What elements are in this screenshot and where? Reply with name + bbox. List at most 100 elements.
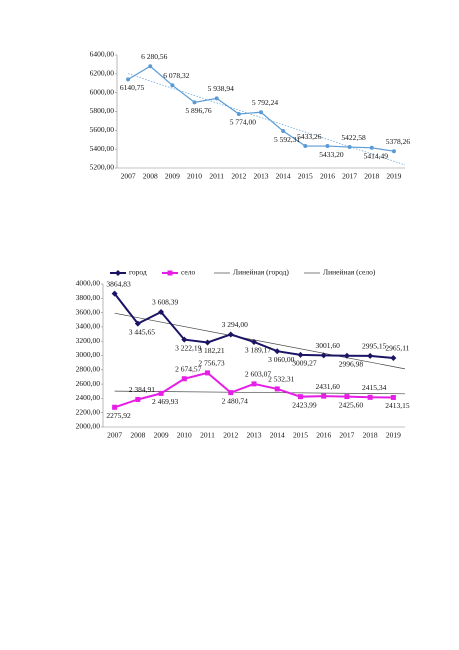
marker	[274, 386, 280, 392]
y-tick-label: 2600,00	[76, 379, 101, 388]
marker	[135, 396, 141, 402]
trend-line	[114, 312, 406, 370]
x-tick-label: 2008	[130, 431, 145, 440]
y-tick-label: 5200,00	[90, 163, 115, 172]
value-label: 3 608,39	[152, 298, 179, 307]
y-tick-label: 5600,00	[90, 125, 115, 134]
x-tick-label: 2008	[143, 172, 158, 181]
value-label: 2 532,31	[268, 375, 295, 384]
value-label: 5422,58	[341, 133, 366, 142]
marker	[214, 96, 219, 101]
y-tick-label: 3200,00	[76, 336, 101, 345]
value-label: 6140,75	[120, 83, 145, 92]
value-label: 3 445,65	[129, 327, 156, 336]
value-label: 2275,92	[106, 411, 131, 420]
value-label: 2 480,74	[222, 396, 249, 405]
trend-line	[127, 73, 406, 166]
legend-label: Линейная (село)	[323, 268, 376, 277]
value-label: 2415,34	[362, 383, 387, 392]
x-tick-label: 2009	[165, 172, 180, 181]
value-label: 5 896,76	[185, 106, 212, 115]
x-tick-label: 2016	[320, 172, 335, 181]
y-tick-label: 2800,00	[76, 365, 101, 374]
y-tick-label: 3400,00	[76, 322, 101, 331]
y-tick-label: 3600,00	[76, 307, 101, 316]
marker	[158, 390, 164, 396]
y-tick-label: 6400,00	[90, 50, 115, 59]
value-label: 3 060,00	[268, 355, 295, 364]
marker	[158, 309, 165, 316]
marker	[297, 394, 303, 400]
x-tick-label: 2011	[209, 172, 224, 181]
marker	[369, 145, 374, 150]
value-label: 5 592,31	[274, 135, 301, 144]
marker	[274, 348, 281, 355]
value-label: 3864,83	[106, 279, 131, 288]
marker	[390, 394, 396, 400]
value-label: 3 294,00	[222, 320, 249, 329]
value-label: 5433,20	[319, 150, 344, 159]
y-tick-label: 3000,00	[76, 350, 101, 359]
marker	[227, 331, 234, 338]
value-label: 6 078,32	[163, 71, 190, 80]
marker	[228, 390, 234, 396]
x-tick-label: 2019	[386, 172, 401, 181]
y-tick-label: 5400,00	[90, 144, 115, 153]
marker	[367, 352, 374, 359]
marker	[126, 77, 131, 82]
marker	[205, 370, 211, 376]
marker	[115, 270, 121, 276]
y-tick-label: 5800,00	[90, 106, 115, 115]
marker	[251, 381, 257, 387]
x-tick-label: 2012	[231, 172, 246, 181]
value-label: 3 189,17	[245, 346, 272, 355]
value-label: 2965,11	[385, 344, 409, 353]
marker	[251, 338, 257, 345]
x-tick-label: 2013	[254, 172, 269, 181]
marker	[303, 144, 308, 149]
marker	[391, 149, 396, 154]
y-tick-label: 4000,00	[76, 279, 101, 288]
x-tick-label: 2007	[107, 431, 122, 440]
value-label: 3001,60	[316, 341, 341, 350]
x-tick-label: 2010	[187, 172, 202, 181]
y-tick-label: 2400,00	[76, 393, 101, 402]
marker	[134, 320, 141, 327]
value-label: 5378,26	[386, 137, 411, 146]
value-label: 2423,99	[292, 400, 317, 409]
x-tick-label: 2009	[154, 431, 169, 440]
marker	[181, 376, 187, 382]
value-label: 2 674,57	[175, 364, 202, 373]
marker	[390, 354, 397, 361]
value-label: 2996,98	[339, 359, 364, 368]
y-tick-label: 3800,00	[76, 293, 101, 302]
x-tick-label: 2012	[223, 431, 238, 440]
legend-label: Линейная (город)	[233, 268, 289, 277]
marker	[343, 352, 350, 359]
x-tick-label: 2011	[200, 431, 215, 440]
y-tick-label: 2000,00	[76, 422, 101, 431]
value-label: 3009,27	[292, 359, 317, 368]
x-tick-label: 2017	[339, 431, 354, 440]
value-label: 3 182,21	[198, 346, 225, 355]
x-tick-label: 2010	[177, 431, 192, 440]
x-tick-label: 2015	[298, 172, 313, 181]
x-tick-label: 2019	[386, 431, 401, 440]
value-label: 5433,26	[297, 132, 322, 141]
marker	[181, 336, 188, 343]
value-label: 2 384,91	[129, 385, 156, 394]
y-tick-label: 6000,00	[90, 87, 115, 96]
legend-label: село	[181, 268, 195, 277]
y-tick-label: 6200,00	[90, 69, 115, 78]
value-label: 2 469,93	[152, 397, 179, 406]
value-label: 2 603,07	[245, 370, 272, 379]
value-label: 5 792,24	[252, 98, 279, 107]
marker	[281, 129, 286, 134]
value-label: 5414,49	[364, 152, 389, 161]
value-label: 2431,60	[316, 382, 341, 391]
x-tick-label: 2017	[342, 172, 357, 181]
marker	[192, 100, 197, 105]
value-label: 5 938,94	[208, 84, 235, 93]
x-tick-label: 2014	[276, 172, 291, 181]
